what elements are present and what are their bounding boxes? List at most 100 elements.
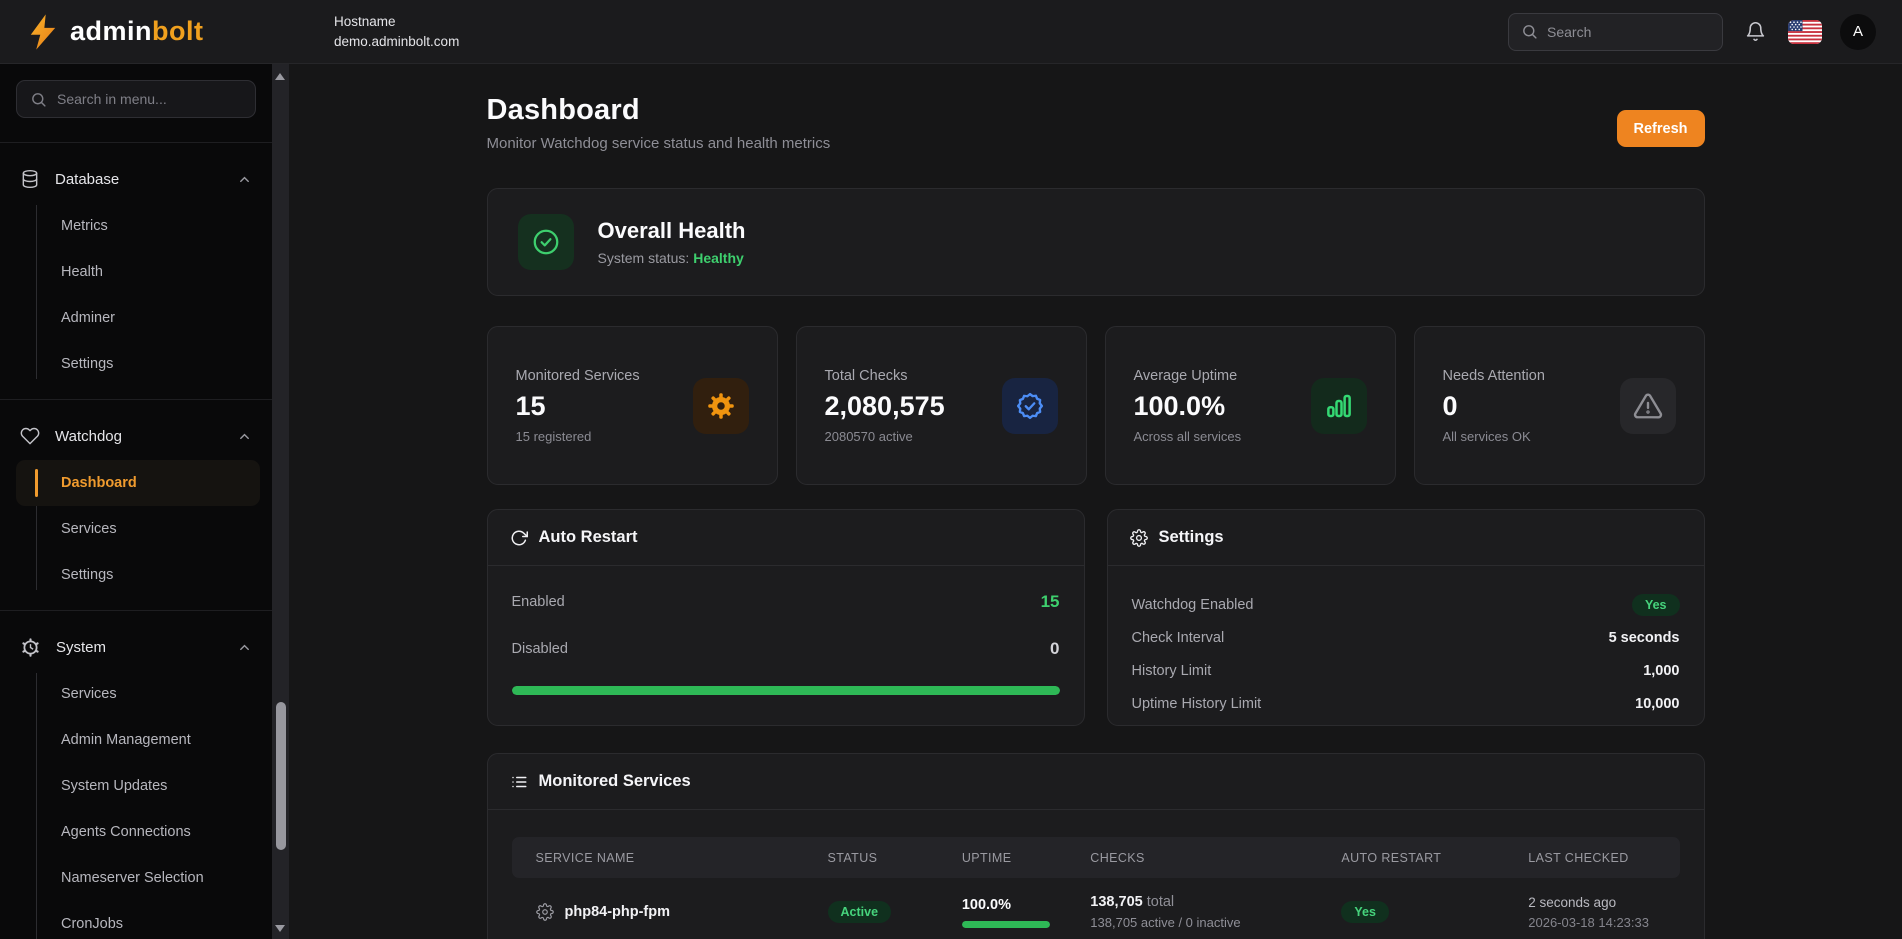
sidebar-item-cronjobs[interactable]: CronJobs [61,916,124,932]
stat-value: 2,080,575 [824,390,945,421]
sidebar-item-watchdog-dashboard[interactable]: Dashboard [16,460,260,506]
enabled-label: Enabled [511,594,565,610]
stat-card-needs-attention: Needs Attention 0 All services OK [1413,326,1705,485]
global-search-input[interactable] [1547,23,1710,40]
health-status-value: Healthy [693,250,744,266]
refresh-icon [510,529,528,547]
brand-wordmark: adminbolt [70,16,204,46]
sidebar-item-watchdog-services[interactable]: Services [61,521,117,537]
column-header-last-checked: LAST CHECKED [1528,850,1629,865]
table-row[interactable]: php84-php-fpm Active 100.0% 138,705 tota… [512,878,1680,939]
stat-card-monitored-services: Monitored Services 15 15 registered [486,326,778,485]
setting-row-uptime-history-limit: Uptime History Limit 10,000 [1131,695,1680,712]
scrollbar-thumb[interactable] [275,702,286,850]
disabled-value: 0 [1050,639,1060,658]
stat-label: Average Uptime [1133,367,1238,384]
sidebar-search[interactable] [16,80,256,118]
scrollbar-down-arrow[interactable] [275,925,285,932]
bell-icon [1745,21,1766,42]
column-header-status: STATUS [827,850,878,865]
stat-sub: Across all services [1133,428,1242,444]
auto-restart-badge: Yes [1341,901,1389,923]
sidebar-divider [0,610,272,611]
sidebar-section-label: Database [55,170,120,188]
stat-sub: 2080570 active [824,428,913,444]
stat-value: 0 [1442,390,1458,421]
sidebar-item-database-settings[interactable]: Settings [61,356,114,372]
sidebar-section-header-system[interactable]: System [0,623,272,671]
sidebar-item-watchdog-settings[interactable]: Settings [61,567,114,583]
global-search[interactable] [1508,12,1723,51]
auto-restart-progress-bar [511,686,1060,695]
disabled-label: Disabled [511,641,568,657]
stat-label: Needs Attention [1442,367,1545,384]
sidebar-section-label: Watchdog [55,427,122,445]
user-avatar[interactable]: A [1840,13,1876,50]
sidebar: Database Metrics Health Adminer Settings [0,64,272,939]
gear-icon [692,377,749,434]
chevron-up-icon [237,640,252,655]
column-header-checks: CHECKS [1090,850,1145,865]
uptime-progress-bar [961,920,1050,928]
database-icon [20,169,40,189]
sidebar-section-database: Database Metrics Health Adminer Settings [0,143,272,399]
warning-triangle-icon [1619,377,1676,434]
lightning-bolt-icon [26,13,60,51]
language-selector[interactable] [1788,19,1822,44]
hostname-value: demo.adminbolt.com [334,33,460,49]
refresh-button[interactable]: Refresh [1616,110,1705,147]
heart-icon [20,426,40,446]
settings-card: Settings Watchdog Enabled Yes Check Inte… [1106,509,1705,726]
monitored-services-card: Monitored Services SERVICE NAME STATUS U… [486,753,1705,939]
badge-check-icon [1001,377,1058,434]
sidebar-item-system-updates[interactable]: System Updates [61,778,168,794]
auto-restart-enabled-row: Enabled 15 [512,592,1060,612]
checks-detail: 138,705 active / 0 inactive [1090,915,1241,930]
hostname-label: Hostname [334,13,396,29]
setting-row-watchdog-enabled: Watchdog Enabled Yes [1132,588,1680,621]
stat-sub: 15 registered [515,428,592,444]
sidebar-item-admin-management[interactable]: Admin Management [61,732,191,748]
stat-card-total-checks: Total Checks 2,080,575 2080570 active [795,326,1087,485]
auto-restart-card: Auto Restart Enabled 15 Disabled 0 [486,509,1085,726]
sidebar-section-watchdog: Watchdog Dashboard Services Settings [0,400,272,610]
search-icon [1521,23,1538,40]
setting-row-history-limit: History Limit 1,000 [1131,662,1680,679]
last-checked-relative: 2 seconds ago [1528,894,1617,910]
stat-value: 100.0% [1133,390,1226,421]
sidebar-section-label: System [56,638,107,656]
chevron-up-icon [237,172,252,187]
page-title: Dashboard [486,94,640,126]
hostname-block: Hostname demo.adminbolt.com [334,12,459,51]
overall-health-status: System status: Healthy [597,250,744,266]
auto-restart-progress-fill [511,686,1060,695]
main-content: Dashboard Monitor Watchdog service statu… [289,64,1902,939]
last-checked-timestamp: 2026-03-18 14:23:33 [1528,914,1649,930]
stat-label: Total Checks [824,367,908,384]
sidebar-item-health[interactable]: Health [61,264,103,280]
column-header-auto-restart: AUTO RESTART [1341,850,1442,865]
notifications-button[interactable] [1741,17,1770,46]
uptime-value: 100.0% [961,896,1011,913]
sidebar-item-metrics[interactable]: Metrics [61,218,108,234]
scrollbar-up-arrow[interactable] [275,73,285,80]
sidebar-item-nameserver-selection[interactable]: Nameserver Selection [61,870,204,886]
sidebar-item-adminer[interactable]: Adminer [61,310,115,326]
sidebar-scrollbar[interactable] [272,64,289,939]
sidebar-item-agents-connections[interactable]: Agents Connections [61,824,191,840]
chevron-up-icon [237,429,252,444]
sidebar-section-header-watchdog[interactable]: Watchdog [0,412,272,460]
brand-logo[interactable]: adminbolt [26,13,316,51]
watchdog-enabled-badge: Yes [1631,593,1680,616]
stat-value: 15 [515,390,546,421]
top-bar: adminbolt Hostname demo.adminbolt.com [0,0,1902,64]
sidebar-search-input[interactable] [57,91,242,107]
sidebar-item-system-services[interactable]: Services [61,686,117,702]
column-header-service-name: SERVICE NAME [535,850,635,865]
sidebar-section-header-database[interactable]: Database [0,155,272,203]
enabled-value: 15 [1040,592,1060,611]
gear-icon [20,637,41,658]
gear-icon [1129,528,1148,547]
sidebar-divider [0,399,272,400]
page-subtitle: Monitor Watchdog service status and heal… [486,135,831,152]
